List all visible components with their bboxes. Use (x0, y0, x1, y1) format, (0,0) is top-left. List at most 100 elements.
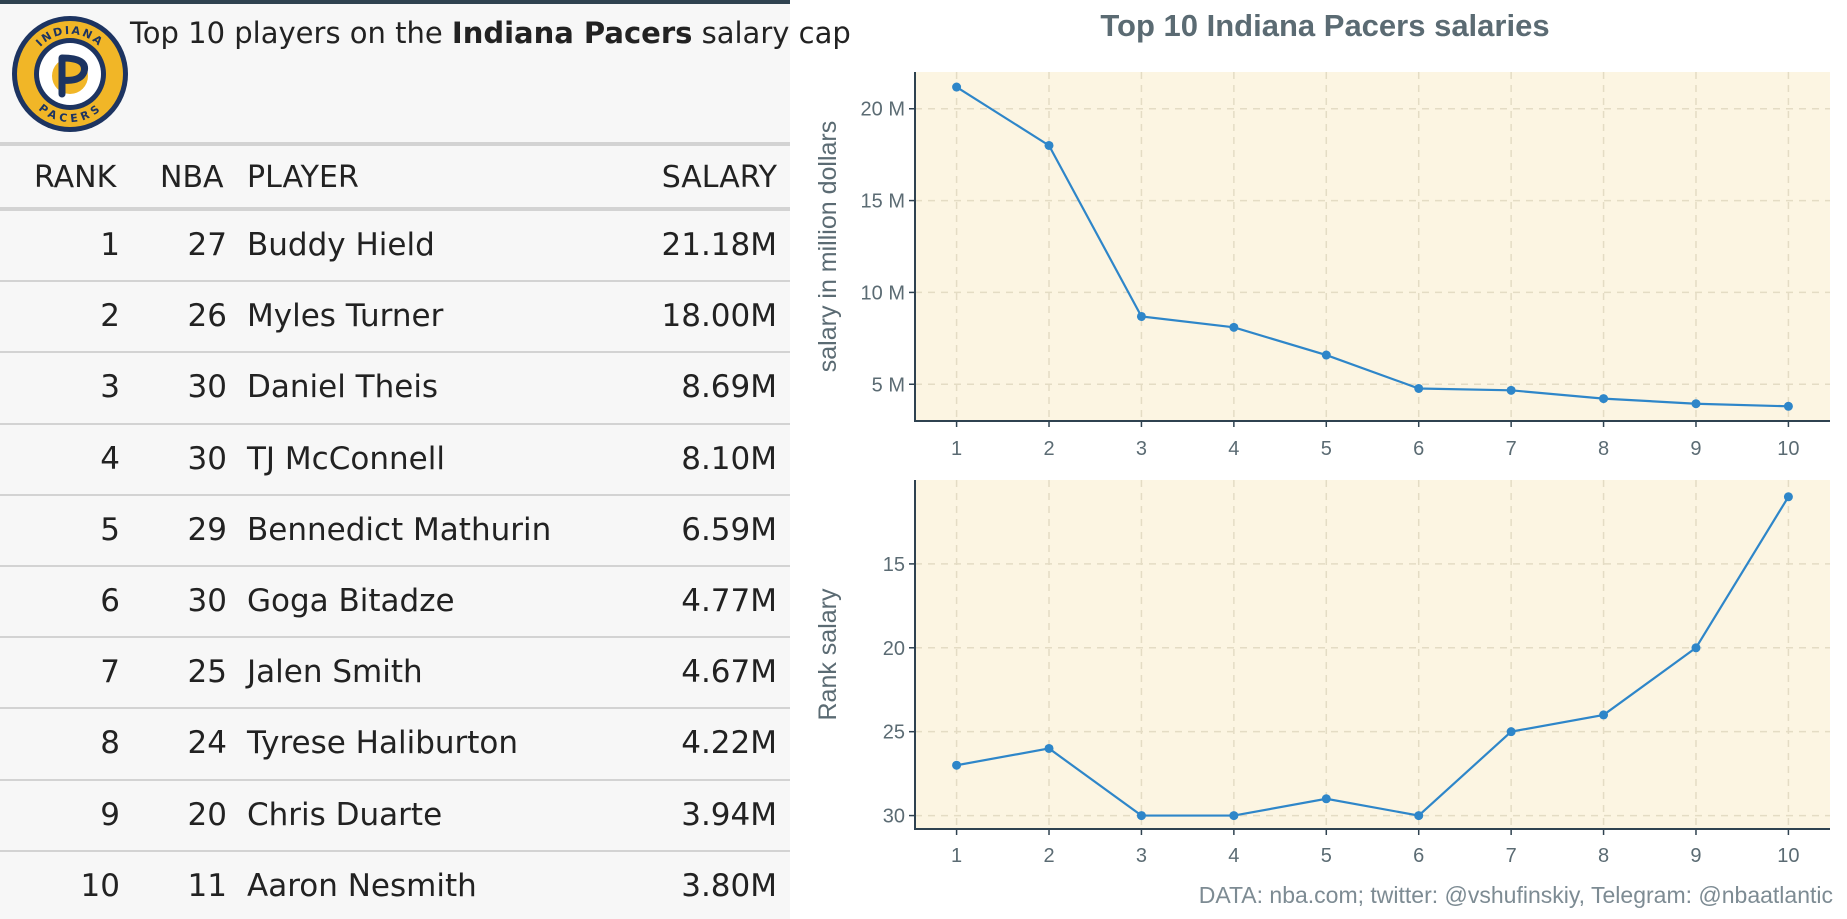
table-header: INDIANA PACERS Top 10 players on the Ind… (0, 4, 851, 146)
cell-nba: 27 (187, 227, 227, 263)
data-point (1599, 710, 1609, 720)
cell-salary: 4.22M (681, 725, 777, 762)
data-point (1321, 350, 1331, 360)
data-point (1136, 311, 1146, 321)
x-tick-label: 2 (1043, 438, 1054, 460)
data-point (1044, 140, 1054, 150)
plot-background (915, 72, 1830, 421)
data-point (1044, 743, 1054, 753)
header-divider (0, 142, 790, 146)
chart-panel-1: 5 M 10 M 15 M 20 M 1 2 3 4 5 6 7 8 9 10 salary in mill… (814, 72, 1830, 460)
table-title-suffix: salary cap (692, 16, 851, 50)
column-header-divider (0, 207, 790, 211)
cell-player: Bennedict Mathurin (247, 511, 552, 548)
cell-player: Tyrese Haliburton (247, 725, 519, 762)
table-row: 2 26 Myles Turner 18.00M (0, 282, 790, 354)
cell-salary: 6.59M (681, 511, 777, 548)
x-tick-label: 3 (1136, 845, 1147, 867)
x-tick-label: 1 (951, 845, 962, 867)
x-tick-label: 5 (1321, 845, 1332, 867)
data-point (1506, 727, 1516, 737)
data-point (1414, 383, 1424, 393)
cell-rank: 10 (80, 867, 120, 904)
x-tick-label: 4 (1228, 845, 1239, 867)
cell-rank: 7 (100, 654, 120, 691)
cell-nba: 20 (187, 796, 227, 833)
y-tick-label: 20 (883, 638, 905, 660)
y-axis-label: salary in million dollars (814, 121, 842, 372)
table-row: 7 25 Jalen Smith 4.67M (0, 638, 790, 710)
cell-rank: 3 (100, 369, 120, 406)
x-tick-label: 6 (1413, 845, 1424, 867)
y-tick-label: 20 M (861, 99, 905, 121)
chart-panel-2: 15 20 25 30 1 2 3 4 5 6 7 8 9 10 Rank salary (814, 480, 1830, 867)
table-row: 4 30 TJ McConnell 8.10M (0, 425, 790, 496)
column-header-player: PLAYER (247, 160, 359, 195)
cell-nba: 30 (187, 582, 227, 619)
cell-rank: 1 (100, 227, 120, 263)
cell-salary: 8.69M (681, 369, 777, 406)
cell-salary: 21.18M (661, 227, 778, 263)
y-tick-label: 5 M (872, 374, 905, 396)
table-row: 3 30 Daniel Theis 8.69M (0, 353, 790, 425)
cell-salary: 4.67M (681, 654, 777, 691)
table-body: 1 27 Buddy Hield 21.18M 2 26 Myles Turne… (0, 211, 790, 919)
cell-nba: 25 (187, 654, 227, 691)
data-point (1506, 385, 1516, 395)
x-tick-label: 6 (1413, 438, 1424, 460)
table-row: 10 11 Aaron Nesmith 3.80M (0, 852, 790, 919)
data-point (1783, 492, 1793, 502)
x-tick-label: 10 (1777, 845, 1799, 867)
table-title-prefix: Top 10 players on the (130, 16, 452, 50)
cell-nba: 11 (187, 867, 227, 904)
plot-background (915, 480, 1830, 829)
x-tick-label: 3 (1136, 438, 1147, 460)
data-point (1414, 811, 1424, 821)
y-tick-label: 15 (883, 554, 905, 576)
y-tick-label: 10 M (861, 282, 905, 304)
cell-nba: 24 (187, 725, 227, 762)
chart-title: Top 10 Indiana Pacers salaries (1100, 8, 1550, 43)
table-row: 1 27 Buddy Hield 21.18M (0, 211, 790, 283)
series-line (956, 496, 1790, 817)
cell-salary: 3.94M (681, 796, 777, 833)
data-point (952, 760, 962, 770)
cell-rank: 5 (100, 511, 120, 548)
column-headers: RANK NBA PLAYER SALARY (0, 152, 790, 207)
table-row: 5 29 Bennedict Mathurin 6.59M (0, 496, 790, 567)
x-tick-label: 7 (1506, 438, 1517, 460)
x-tick-label: 7 (1506, 845, 1517, 867)
cell-player: TJ McConnell (247, 440, 445, 477)
data-point (1783, 401, 1793, 411)
x-tick-label: 10 (1777, 438, 1799, 460)
cell-player: Jalen Smith (247, 654, 423, 691)
cell-nba: 30 (187, 440, 227, 477)
y-axis-label: Rank salary (814, 588, 842, 720)
x-tick-label: 4 (1228, 438, 1239, 460)
data-point (1691, 643, 1701, 653)
table-row: 9 20 Chris Duarte 3.94M (0, 781, 790, 852)
cell-player: Daniel Theis (247, 369, 439, 406)
table-title: Top 10 players on the Indiana Pacers sal… (130, 16, 851, 50)
cell-rank: 8 (100, 725, 120, 762)
y-tick-label: 25 (883, 722, 905, 744)
cell-rank: 6 (100, 582, 120, 619)
cell-salary: 8.10M (681, 440, 777, 477)
data-point (1229, 811, 1239, 821)
cell-rank: 2 (100, 298, 120, 335)
x-tick-label: 8 (1598, 845, 1609, 867)
cell-player: Buddy Hield (247, 227, 435, 263)
data-point (1229, 322, 1239, 332)
cell-player: Chris Duarte (247, 796, 443, 833)
y-tick-label: 30 (883, 806, 905, 828)
source-note: DATA: nba.com; twitter: @vshufinskiy, Te… (1198, 882, 1833, 908)
table-row: 6 30 Goga Bitadze 4.77M (0, 567, 790, 639)
cell-salary: 3.80M (681, 867, 777, 904)
cell-nba: 30 (187, 369, 227, 406)
x-tick-label: 9 (1690, 438, 1701, 460)
x-tick-label: 5 (1321, 438, 1332, 460)
cell-rank: 4 (100, 440, 120, 477)
x-tick-label: 8 (1598, 438, 1609, 460)
cell-player: Goga Bitadze (247, 582, 455, 619)
